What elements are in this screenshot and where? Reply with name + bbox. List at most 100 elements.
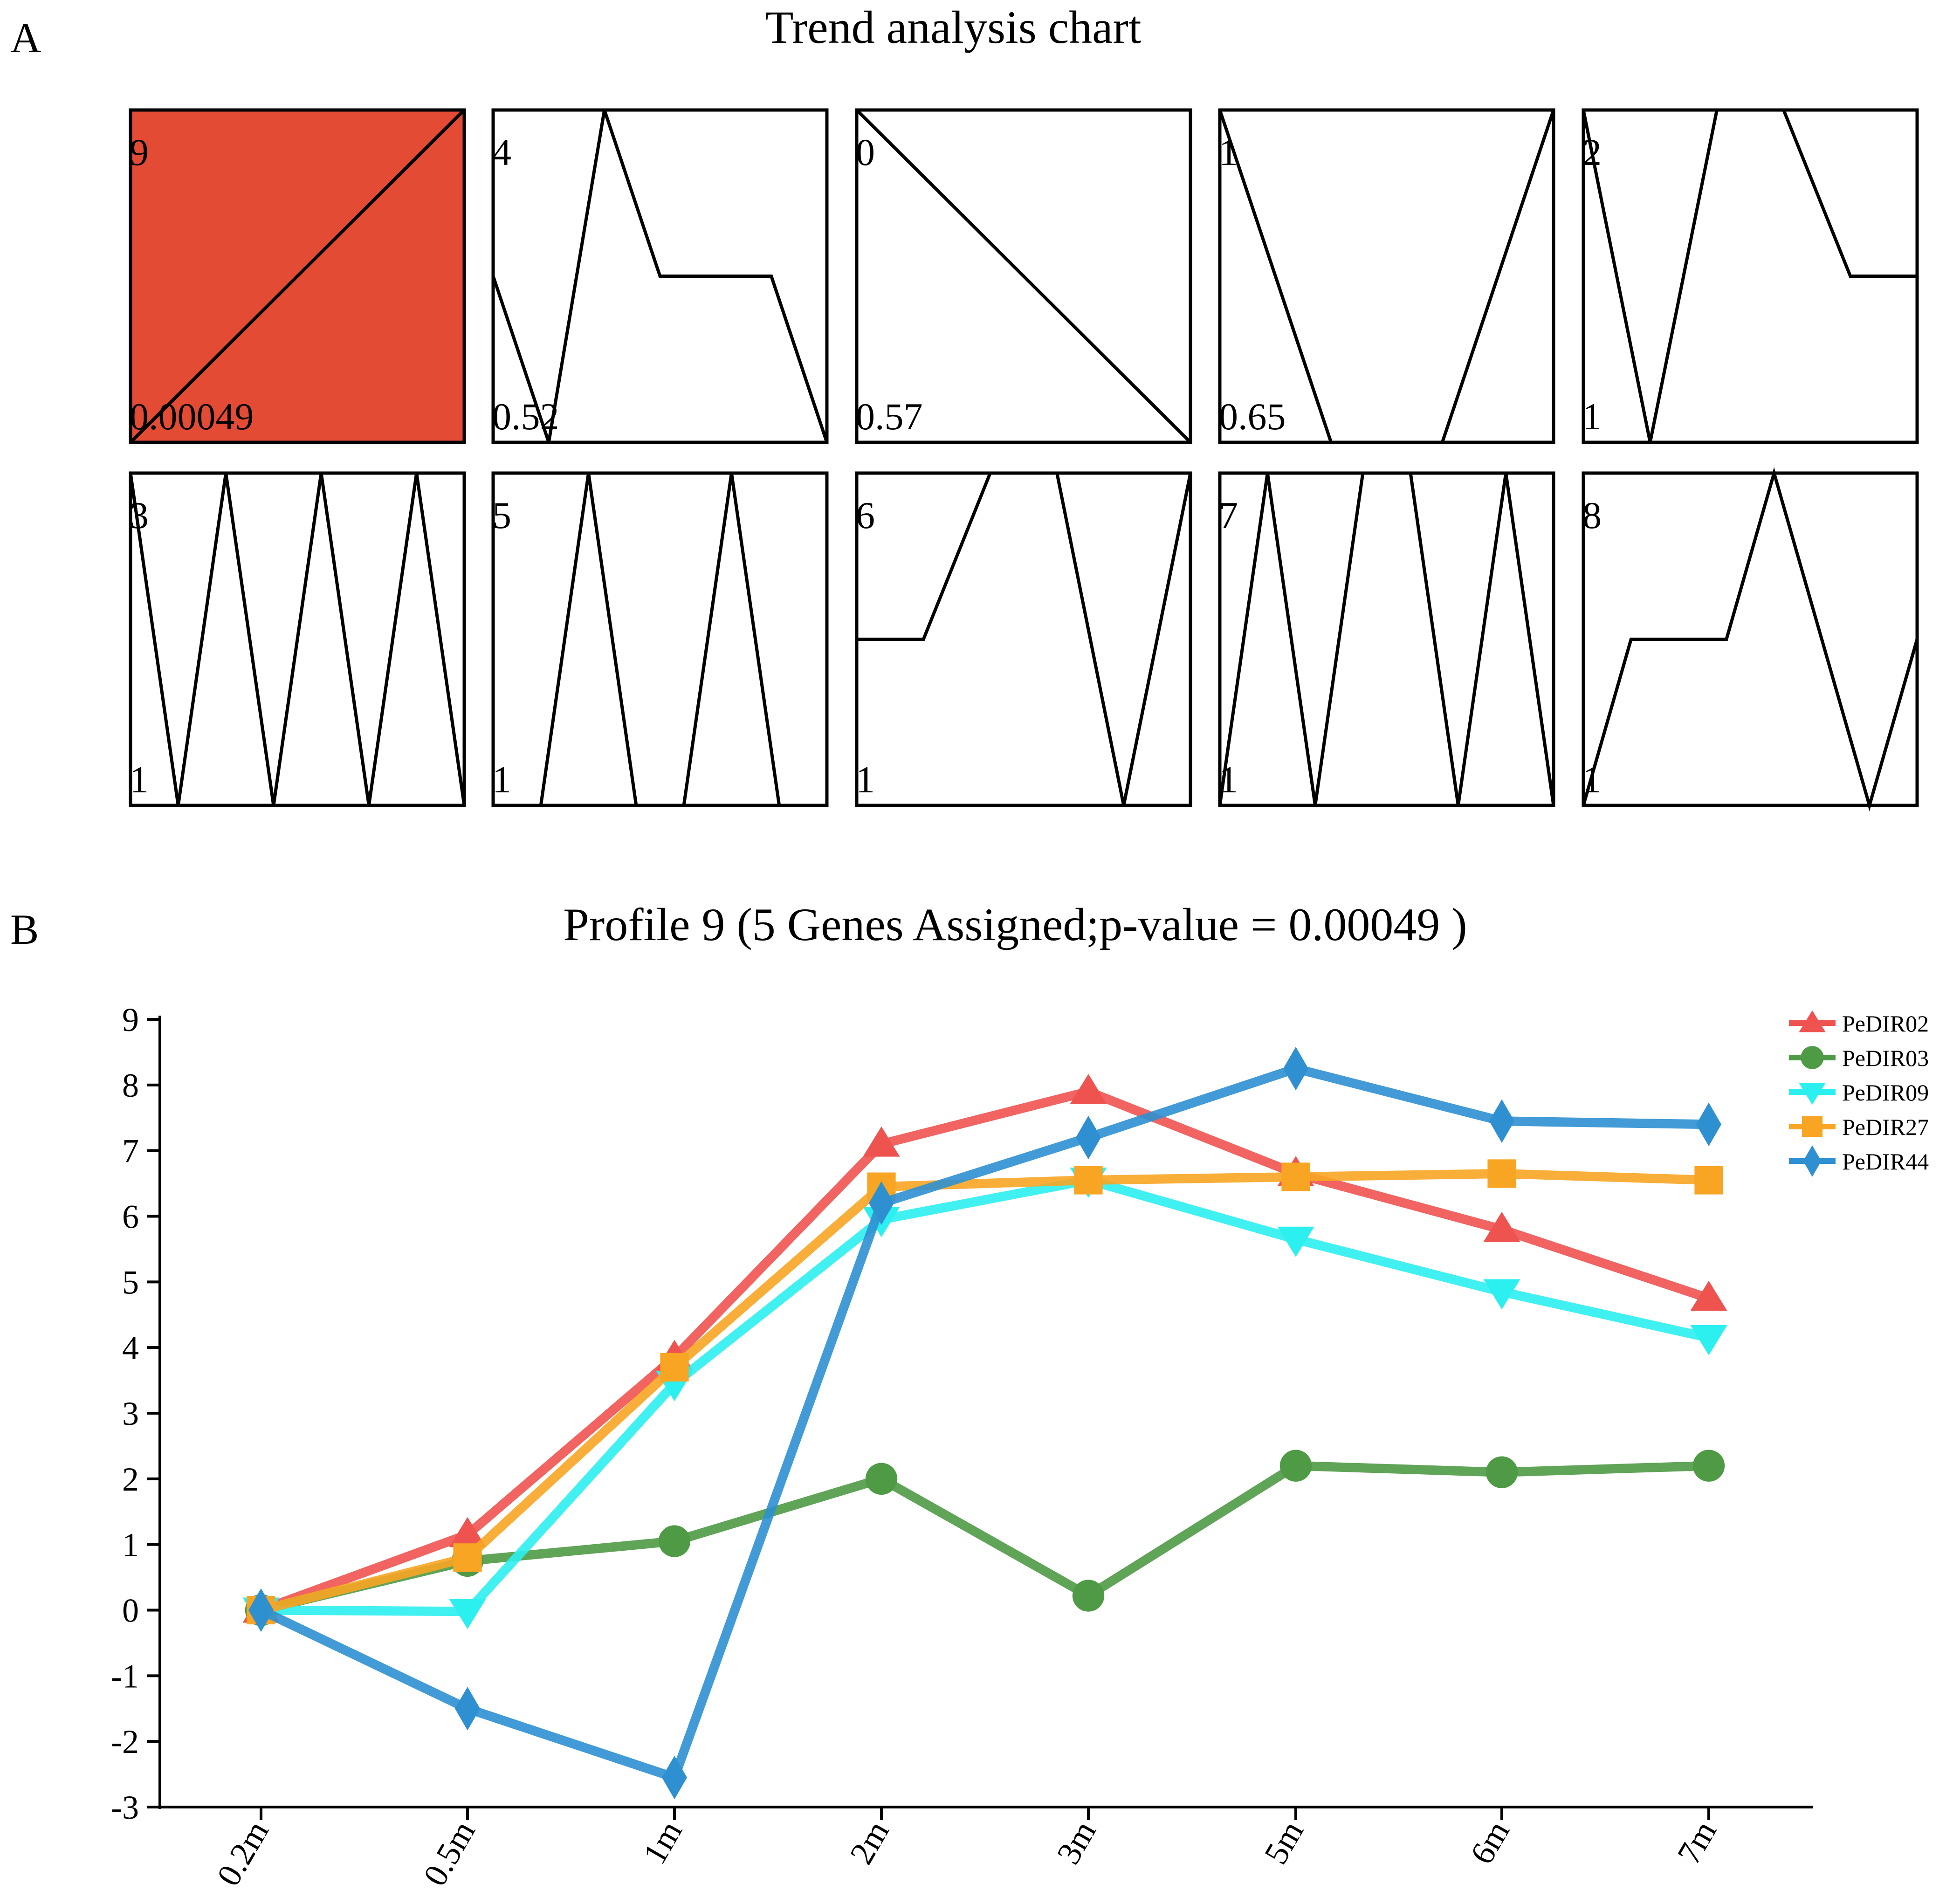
x-tick-label: 3m: [1050, 1815, 1103, 1870]
data-point: [660, 1353, 689, 1382]
y-tick-label: 6: [122, 1198, 139, 1236]
data-point: [1277, 1226, 1314, 1257]
profile-box-5: 51: [491, 471, 829, 807]
y-tick-label: 0: [122, 1592, 139, 1629]
legend-swatch-marker: [1802, 1116, 1823, 1137]
panel-b-label: B: [10, 906, 39, 953]
profile-frame: [1218, 471, 1555, 807]
series-line: [256, 1064, 1713, 1782]
x-tick-label: 0.5m: [416, 1815, 482, 1892]
legend-item-pedir02: PeDIR02: [1789, 1010, 1929, 1037]
data-point: [1281, 1162, 1310, 1191]
y-tick-label: 8: [122, 1067, 139, 1104]
data-point: [1694, 1166, 1723, 1195]
legend-swatch-marker: [1799, 1083, 1826, 1105]
data-point: [1279, 1450, 1312, 1482]
profile-box-1: 10.65: [1218, 108, 1555, 444]
legend-item-pedir09: PeDIR09: [1789, 1079, 1929, 1106]
data-point: [1076, 1115, 1101, 1160]
chart-legend: PeDIR02 PeDIR03 PeDIR09 PeDIR27 PeDIR44: [1789, 1010, 1929, 1177]
data-point: [455, 1686, 480, 1731]
data-point: [1690, 1325, 1727, 1355]
data-point: [869, 1181, 894, 1225]
legend-label: PeDIR44: [1842, 1148, 1929, 1175]
profile-box-4: 40.52: [491, 108, 829, 444]
series-line: [256, 1175, 1713, 1616]
y-tick-label: -3: [111, 1789, 139, 1826]
profile-p-value: 1: [492, 758, 511, 801]
profile-id: 8: [1582, 494, 1602, 536]
trend-chart-title: Trend analysis chart: [765, 1, 1141, 53]
profile-trend-line: [1218, 471, 1555, 806]
y-tick-label: 4: [122, 1329, 139, 1367]
profile-box-7: 71: [1218, 471, 1555, 807]
profile-trend-line: [1582, 467, 1919, 811]
profile-id: 5: [492, 494, 511, 536]
profile-trend-line: [493, 473, 827, 807]
data-point: [1696, 1102, 1721, 1147]
data-point: [658, 1525, 691, 1557]
data-point: [1283, 1046, 1308, 1091]
profile-p-value: 1: [1219, 758, 1238, 801]
profile-box-6: 61: [855, 471, 1192, 807]
profile-id: 4: [492, 131, 511, 173]
profile-box-9: 9 0.00049: [129, 108, 466, 444]
legend-label: PeDIR03: [1842, 1045, 1929, 1071]
profile-trend-line: [857, 471, 1192, 806]
series-pedir44: [248, 1046, 1721, 1800]
x-tick-label: 2m: [843, 1815, 896, 1870]
profile-id: 0: [856, 131, 875, 173]
series-line: [256, 1086, 1713, 1615]
y-tick-label: -1: [111, 1657, 139, 1695]
profile-p-value: 1: [856, 758, 875, 801]
profile-id: 6: [856, 494, 875, 536]
legend-swatch-marker: [1803, 1145, 1822, 1177]
profile-frame: [491, 471, 829, 807]
profile-id: 2: [1582, 131, 1602, 173]
profile-box-8: 81: [1582, 467, 1919, 811]
x-tick-label: 6m: [1463, 1815, 1517, 1870]
data-point: [1485, 1456, 1518, 1488]
profile-p-value: 1: [1582, 758, 1602, 801]
data-point: [453, 1543, 482, 1572]
profile-trend-line: [1582, 108, 1917, 443]
data-point: [1692, 1450, 1725, 1482]
series-line: [256, 1461, 1713, 1615]
legend-label: PeDIR09: [1842, 1079, 1929, 1106]
profile-trend-line: [491, 109, 829, 443]
y-tick-label: 2: [122, 1461, 139, 1498]
profile-p-value: 1: [130, 758, 149, 801]
profile-id: 3: [130, 494, 149, 536]
data-point: [1489, 1099, 1514, 1143]
profile-trend-line: [129, 473, 466, 806]
line-chart-title: Profile 9 (5 Genes Assigned;p-value = 0.…: [563, 899, 1467, 950]
profile-frame: [1218, 108, 1555, 444]
profile-trend-line: [855, 109, 1192, 444]
x-tick-label: 1m: [636, 1815, 689, 1870]
legend-item-pedir03: PeDIR03: [1789, 1045, 1929, 1071]
data-point: [449, 1517, 486, 1547]
chart-axes: -3 -2 -1 0 1 2 3 4 5 6 7 8 9 0.2m 0.5m 1m 2m 3m 5m 6m 7m: [111, 1001, 1813, 1892]
y-tick-label: -2: [111, 1723, 139, 1760]
x-tick-label: 7m: [1670, 1815, 1724, 1870]
data-point: [865, 1463, 898, 1495]
data-point: [1074, 1166, 1103, 1195]
data-point: [863, 1126, 900, 1157]
profile-box-0: 00.57: [855, 108, 1192, 444]
y-tick-label: 1: [122, 1526, 139, 1564]
profile-id: 9: [130, 131, 149, 173]
x-tick-label: 5m: [1257, 1815, 1311, 1870]
panel-a-label: A: [10, 14, 41, 62]
data-point: [449, 1599, 486, 1629]
legend-swatch-marker: [1801, 1046, 1824, 1069]
data-point: [1487, 1159, 1516, 1188]
data-point: [1690, 1280, 1727, 1311]
profile-p-value: 1: [1582, 395, 1602, 438]
profile-box-2: 21: [1582, 108, 1919, 444]
legend-label: PeDIR27: [1842, 1114, 1929, 1140]
series-pedir27: [247, 1159, 1723, 1625]
legend-item-pedir44: PeDIR44: [1789, 1145, 1929, 1177]
series-line: [256, 1169, 1713, 1615]
